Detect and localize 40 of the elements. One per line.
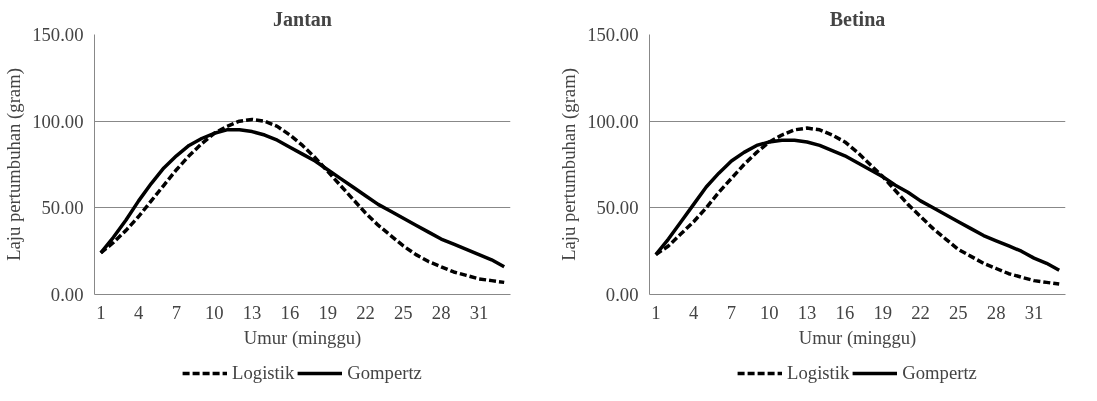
y-tick-label: 100.00 <box>587 110 639 132</box>
y-tick-label: 50.00 <box>596 197 639 219</box>
x-tick-label: 1 <box>96 301 106 323</box>
x-tick-label: 22 <box>911 301 930 323</box>
x-tick-label: 4 <box>133 301 144 323</box>
x-tick-label: 16 <box>280 301 300 323</box>
x-tick-label: 7 <box>726 301 737 323</box>
legend-label: Gompertz <box>347 361 422 384</box>
y-axis-title: Laju pertumbuhan (gram) <box>3 68 26 261</box>
x-tick-label: 22 <box>356 301 375 323</box>
x-tick-label: 7 <box>171 301 182 323</box>
y-tick-label: 0.00 <box>50 284 84 305</box>
x-tick-label: 13 <box>242 301 262 323</box>
x-axis-title: Umur (minggu) <box>243 326 362 349</box>
x-tick-label: 1 <box>651 301 661 323</box>
chart-title: Jantan <box>273 7 332 30</box>
x-tick-label: 19 <box>873 301 893 323</box>
x-tick-label: 31 <box>469 301 489 323</box>
x-tick-label: 10 <box>204 301 224 323</box>
x-tick-label: 13 <box>797 301 817 323</box>
x-tick-label: 31 <box>1024 301 1044 323</box>
chart-title: Betina <box>829 7 886 30</box>
y-tick-label: 150.00 <box>32 24 84 45</box>
x-tick-label: 25 <box>394 301 413 323</box>
y-tick-label: 150.00 <box>587 24 639 45</box>
x-tick-label: 19 <box>318 301 338 323</box>
x-tick-label: 28 <box>986 301 1006 323</box>
y-tick-label: 100.00 <box>32 110 84 132</box>
x-tick-label: 25 <box>949 301 968 323</box>
y-axis-title: Laju pertumbuhan (gram) <box>558 68 581 261</box>
legend-label: Gompertz <box>902 361 977 384</box>
x-tick-label: 10 <box>759 301 779 323</box>
x-tick-label: 28 <box>431 301 451 323</box>
legend-label: Logistik <box>787 361 850 384</box>
y-tick-label: 0.00 <box>605 284 639 305</box>
x-tick-label: 4 <box>688 301 699 323</box>
legend-label: Logistik <box>232 361 295 384</box>
x-axis-title: Umur (minggu) <box>798 326 917 349</box>
y-tick-label: 50.00 <box>41 197 84 219</box>
x-tick-label: 16 <box>835 301 855 323</box>
